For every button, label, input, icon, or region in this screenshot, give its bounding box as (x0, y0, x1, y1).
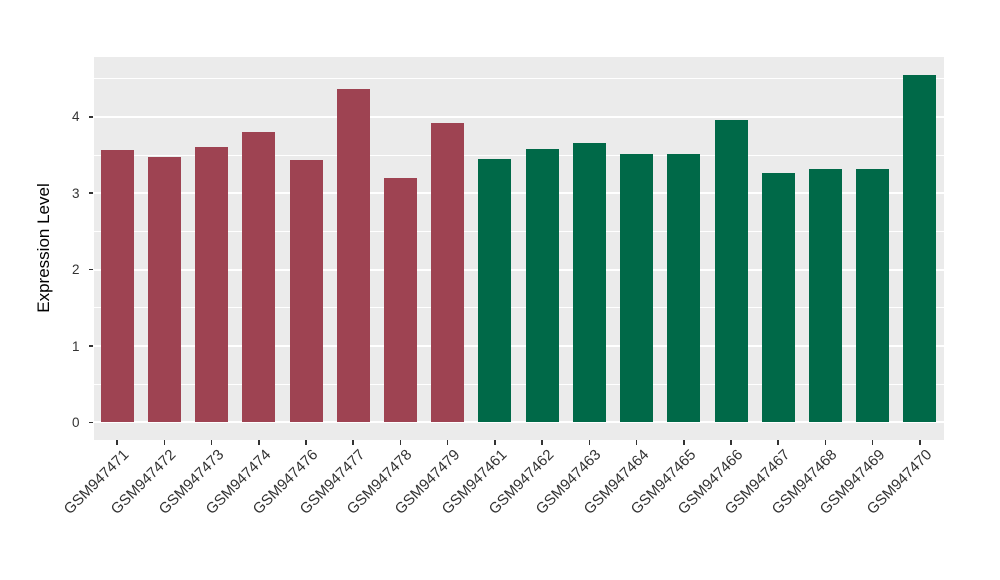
bar-GSM947466 (714, 119, 748, 423)
x-tick-label: GSM947479 (391, 446, 463, 518)
x-tick-mark (494, 440, 496, 445)
x-tick-label: GSM947463 (533, 446, 605, 518)
bar-GSM947463 (572, 142, 606, 423)
y-tick-label: 3 (71, 185, 80, 201)
x-tick-mark (163, 440, 166, 445)
x-tick-label: GSM947465 (627, 446, 700, 518)
x-tick-mark (824, 440, 827, 445)
x-tick-label: GSM947473 (155, 446, 227, 518)
bar-GSM947465 (667, 154, 701, 423)
bar-GSM947471 (100, 150, 134, 423)
y-tick-mark (89, 116, 93, 118)
x-tick-mark (210, 440, 213, 445)
x-tick-mark (777, 440, 779, 445)
x-tick-label: GSM947461 (438, 446, 511, 518)
minor-gridline (93, 230, 944, 232)
x-tick-mark (258, 440, 260, 445)
x-tick-mark (683, 440, 685, 445)
bar-GSM947468 (808, 168, 842, 423)
plot-panel (93, 56, 944, 440)
bar-GSM947474 (242, 132, 276, 423)
y-tick-mark (89, 268, 93, 271)
y-tick-label: 4 (71, 109, 80, 125)
major-gridline (93, 345, 944, 348)
major-gridline (93, 268, 944, 271)
bar-GSM947472 (147, 157, 181, 423)
minor-gridline (93, 78, 944, 80)
x-tick-label: GSM947472 (108, 446, 180, 518)
x-tick-label: GSM947476 (249, 446, 322, 518)
x-tick-mark (116, 440, 118, 445)
x-tick-mark (352, 440, 354, 445)
x-tick-label: GSM947467 (721, 446, 794, 518)
bar-GSM947462 (525, 148, 559, 423)
bar-GSM947478 (383, 177, 417, 423)
x-tick-mark (446, 440, 449, 445)
x-tick-mark (305, 440, 307, 445)
x-tick-mark (399, 440, 402, 445)
minor-gridline (93, 154, 944, 156)
bar-GSM947461 (478, 158, 512, 423)
x-tick-mark (871, 440, 874, 445)
major-gridline (93, 421, 944, 424)
bar-GSM947469 (856, 168, 890, 423)
x-tick-mark (730, 440, 732, 445)
x-tick-label: GSM947462 (485, 446, 558, 518)
x-tick-label: GSM947470 (863, 446, 936, 518)
minor-gridline (93, 307, 944, 309)
x-tick-mark (635, 440, 638, 445)
x-tick-label: GSM947466 (674, 446, 747, 518)
x-tick-mark (541, 440, 543, 445)
bar-GSM947476 (289, 159, 323, 423)
major-gridline (93, 192, 944, 195)
y-tick-mark (89, 345, 93, 347)
bar-GSM947479 (431, 122, 465, 423)
x-tick-label: GSM947469 (816, 446, 888, 518)
bar-GSM947477 (336, 88, 370, 423)
minor-gridline (93, 383, 944, 385)
y-tick-label: 1 (71, 338, 80, 354)
bar-GSM947467 (761, 172, 795, 423)
major-gridline (93, 115, 944, 118)
bar-GSM947464 (620, 154, 654, 423)
y-axis-title: Expression Level (34, 183, 53, 313)
x-tick-label: GSM947468 (769, 446, 841, 518)
y-tick-label: 2 (71, 262, 80, 278)
x-tick-mark (919, 440, 921, 445)
y-tick-mark (89, 421, 93, 424)
y-tick-mark (89, 192, 93, 194)
x-tick-label: GSM947471 (60, 446, 133, 518)
bar-GSM947470 (903, 74, 937, 423)
x-tick-label: GSM947474 (202, 446, 275, 518)
x-tick-mark (588, 440, 591, 445)
x-tick-label: GSM947464 (580, 446, 652, 518)
x-tick-label: GSM947477 (296, 446, 369, 518)
y-tick-label: 0 (71, 414, 80, 430)
x-tick-label: GSM947478 (344, 446, 416, 518)
bar-GSM947473 (195, 146, 229, 423)
